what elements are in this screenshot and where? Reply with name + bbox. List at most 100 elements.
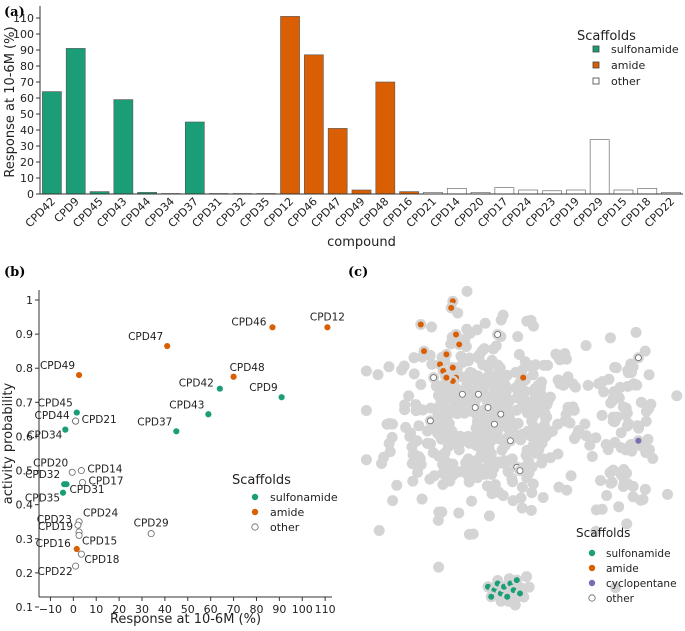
panel-b-legend-label: other	[270, 521, 300, 534]
panel-c-background-point	[598, 386, 610, 398]
panel-b-x-tick-label: 80	[249, 603, 263, 616]
panel-c-background-point	[519, 356, 531, 368]
panel-a-bar-cpd17	[494, 187, 515, 195]
panel-c-background-point	[639, 483, 651, 495]
panel-c-background-point	[537, 491, 549, 503]
panel-b-point-cpd49	[75, 371, 83, 379]
panel-b-point-cpd43	[205, 411, 212, 418]
panel-c-background-point	[479, 317, 491, 329]
panel-b-scatter-chart: 0.1 0.2 0.3 0.4 0.5 0.6 0.7 0.8 0.9 1 −10 0 10 20 30 40…	[1, 290, 345, 627]
panel-b-point-cpd20	[68, 468, 76, 476]
panel-b-legend-title: Scaffolds	[232, 473, 291, 488]
panel-c-background-point	[509, 599, 521, 611]
panel-a-bar-cpd12	[280, 16, 300, 195]
panel-c-background-point	[621, 407, 633, 419]
panel-b-legend-marker-sulfonamide	[251, 493, 259, 501]
panel-a-legend-label: amide	[611, 59, 645, 72]
panel-c-background-point	[596, 409, 608, 421]
panel-c-background-point	[426, 358, 438, 370]
panel-c-point-other	[474, 390, 482, 398]
panel-c-background-point	[447, 404, 459, 416]
panel-c-background-point	[461, 380, 473, 392]
panel-c-background-point	[565, 470, 577, 482]
panel-b-point-cpd31	[63, 481, 70, 488]
panel-c-background-point	[537, 453, 549, 465]
panel-c-background-point	[512, 331, 524, 343]
panel-b-x-tick-label: 20	[112, 603, 126, 616]
panel-c-background-point	[463, 476, 475, 488]
panel-c-legend: Scaffolds sulfonamide amide cyclopentane ot…	[576, 526, 677, 605]
panel-c-background-point	[600, 439, 612, 451]
panel-a-bar-cpd9	[65, 48, 86, 195]
panel-c-background-point	[360, 404, 372, 416]
panel-b-point-cpd34	[62, 426, 69, 433]
panel-c-background-point	[516, 502, 528, 514]
panel-b-point-label: CPD16	[36, 538, 71, 550]
panel-c-background-point	[525, 504, 537, 516]
panel-c-background-point	[470, 439, 482, 451]
panel-c-legend-marker-cyclopentane	[588, 579, 596, 587]
panel-b-y-tick-label: 0.6	[16, 430, 34, 443]
panel-a-y-tick-label: 20	[20, 156, 34, 169]
panel-a-legend-swatch-sulfonamide	[592, 45, 600, 53]
panel-c-background-point	[461, 285, 473, 297]
panel-b-x-tick-label: 0	[70, 603, 77, 616]
panel-c-legend-label: sulfonamide	[606, 548, 671, 560]
panel-b-point-cpd16	[73, 545, 80, 553]
panel-c-background-point	[546, 425, 558, 437]
panel-c-background-point	[526, 487, 538, 499]
panel-c-background-point	[391, 479, 403, 491]
panel-c-background-point	[433, 561, 445, 573]
panel-c-background-point	[360, 454, 372, 466]
panel-b-x-tick-label: 40	[158, 603, 172, 616]
panel-c-background-point	[506, 473, 518, 485]
panel-c-background-point	[571, 429, 583, 441]
panel-c-background-point	[373, 525, 385, 537]
panel-a-bar-cpd19	[566, 189, 586, 195]
panel-c-background-point	[609, 416, 621, 428]
panel-c-background-point	[376, 457, 388, 469]
panel-c-background-point	[372, 369, 384, 381]
panel-b-x-tick-label: 110	[315, 603, 336, 616]
panel-c-point-other	[490, 420, 498, 428]
panel-label-c: (c)	[348, 265, 368, 280]
panel-c-background-point	[493, 486, 505, 498]
panel-c-background-point	[410, 399, 422, 411]
panel-c-background-point	[384, 446, 396, 458]
panel-c-background-point	[437, 479, 449, 491]
panel-c-background-point	[529, 383, 541, 395]
panel-a-bar-chart: 0102030405060708090100110CPD42CPD9CPD45C…	[3, 6, 683, 250]
panel-c-background-point	[513, 430, 525, 442]
panel-b-point-cpd45	[73, 409, 80, 416]
panel-c-background-point	[425, 402, 437, 414]
panel-c-background-point	[434, 380, 446, 392]
panel-a-bar-cpd24	[518, 189, 539, 195]
panel-c-legend-title: Scaffolds	[576, 526, 630, 540]
panel-c-background-point	[439, 391, 451, 403]
panel-a-legend-label: sulfonamide	[611, 43, 679, 56]
panel-c-point-other	[471, 404, 479, 411]
panel-c-background-point	[560, 409, 572, 421]
panel-c-background-point	[497, 457, 509, 469]
panel-b-legend-marker-other	[251, 523, 259, 531]
panel-b-point-cpd37	[173, 428, 180, 435]
panel-c-background-point	[439, 447, 451, 459]
panel-c-background-point	[580, 430, 592, 442]
panel-b-point-cpd17	[78, 478, 86, 486]
panel-c-point-amide	[417, 321, 424, 328]
panel-c-point-other	[497, 410, 505, 418]
panel-c-point-other	[426, 417, 434, 425]
panel-c-background-point	[482, 362, 494, 374]
panel-b-x-axis-label: Response at 10-6M (%)	[110, 612, 261, 627]
panel-b-point-label: CPD43	[169, 399, 204, 411]
panel-b-point-cpd22	[72, 562, 80, 570]
panel-c-background-point	[483, 510, 495, 522]
panel-b-point-label: CPD24	[83, 508, 118, 520]
panel-c-background-point	[476, 345, 488, 357]
panel-c-point-amide	[443, 374, 450, 381]
panel-c-point-other	[516, 467, 524, 475]
panel-c-background-point	[554, 354, 566, 366]
panel-b-y-tick-label: 0.8	[16, 362, 34, 375]
panel-a-bar-cpd42	[42, 91, 62, 195]
